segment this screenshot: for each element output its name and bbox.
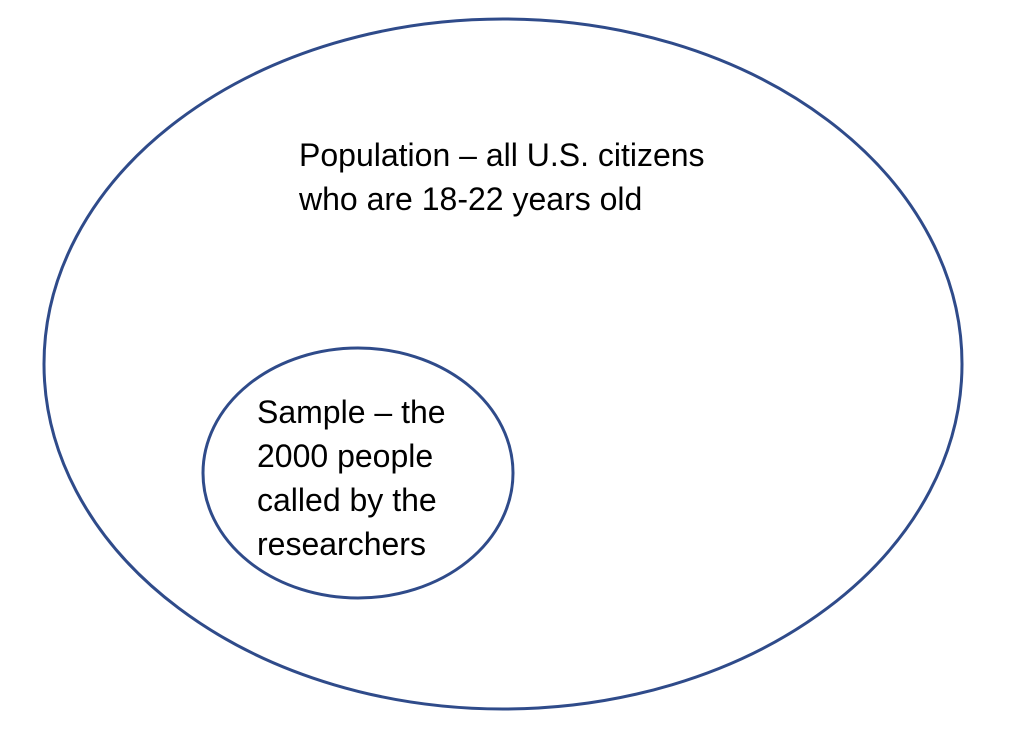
sample-label-line: called by the	[257, 482, 437, 518]
population-label-line: Population – all U.S. citizens	[299, 137, 705, 173]
sample-label: Sample – the 2000 people called by the r…	[257, 390, 446, 566]
sample-label-line: Sample – the	[257, 394, 446, 430]
sample-label-line: researchers	[257, 526, 426, 562]
sample-ellipse	[201, 346, 515, 600]
population-label-line: who are 18-22 years old	[299, 181, 643, 217]
sample-label-line: 2000 people	[257, 438, 434, 474]
population-ellipse	[42, 17, 964, 711]
population-label: Population – all U.S. citizens who are 1…	[299, 133, 705, 221]
